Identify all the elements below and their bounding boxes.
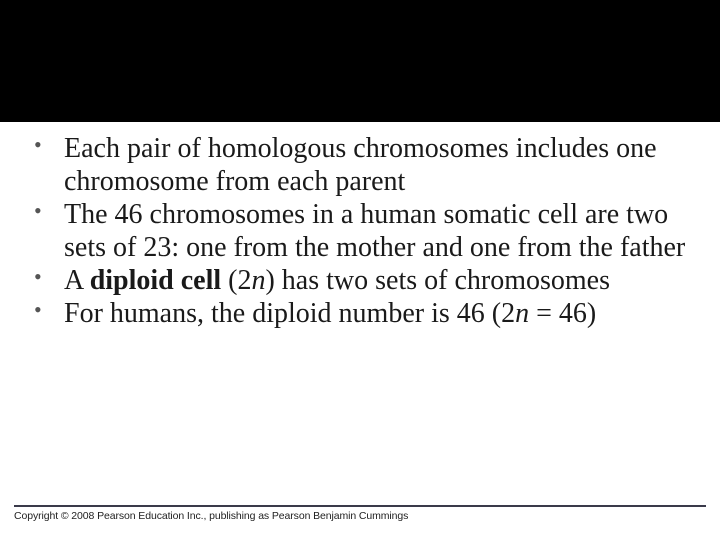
list-item: A diploid cell (2n) has two sets of chro…: [20, 264, 700, 297]
copyright-text: Copyright © 2008 Pearson Education Inc.,…: [14, 510, 706, 522]
footer: Copyright © 2008 Pearson Education Inc.,…: [14, 505, 706, 522]
bullet-text-post: = 46): [529, 298, 596, 329]
bullet-text-bold: diploid cell: [90, 265, 221, 296]
bullet-text-italic: n: [515, 298, 529, 329]
bullet-text-italic: n: [251, 265, 265, 296]
bullet-text: Each pair of homologous chromosomes incl…: [64, 133, 657, 197]
bullet-text-pre: A: [64, 265, 90, 296]
bullet-text: The 46 chromosomes in a human somatic ce…: [64, 199, 685, 263]
list-item: The 46 chromosomes in a human somatic ce…: [20, 198, 700, 264]
footer-divider: [14, 505, 706, 507]
header-band: [0, 0, 720, 122]
bullet-text-mid: (2: [221, 265, 251, 296]
list-item: Each pair of homologous chromosomes incl…: [20, 132, 700, 198]
bullet-text-pre: For humans, the diploid number is 46 (2: [64, 298, 515, 329]
bullet-list: Each pair of homologous chromosomes incl…: [20, 132, 700, 330]
bullet-text-post: ) has two sets of chromosomes: [265, 265, 610, 296]
list-item: For humans, the diploid number is 46 (2n…: [20, 297, 700, 330]
slide-content: Each pair of homologous chromosomes incl…: [0, 122, 720, 330]
